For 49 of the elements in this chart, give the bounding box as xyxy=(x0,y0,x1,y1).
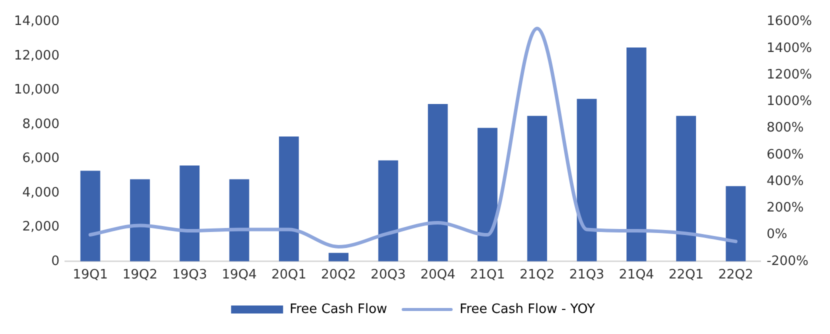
y2-tick-label: -200% xyxy=(766,254,808,269)
x-tick-label: 19Q4 xyxy=(222,268,257,283)
y2-tick-label: 1600% xyxy=(766,14,812,30)
x-tick-label: 21Q4 xyxy=(618,268,654,283)
y2-tick-label: 600% xyxy=(766,147,804,162)
y-tick-label: 2,000 xyxy=(22,220,60,235)
bar xyxy=(527,116,548,262)
x-tick-label: 19Q1 xyxy=(72,268,108,283)
x-tick-label: 20Q2 xyxy=(321,268,356,283)
x-tick-label: 21Q2 xyxy=(520,268,555,283)
bar xyxy=(726,186,746,262)
bar xyxy=(328,252,348,262)
y2-tick-label: 800% xyxy=(766,120,804,136)
bar xyxy=(428,104,448,262)
y2-tick-label: 1200% xyxy=(766,67,812,82)
x-tick-label: 19Q3 xyxy=(172,268,208,283)
legend-label: Free Cash Flow xyxy=(290,302,388,317)
x-tick-label: 19Q2 xyxy=(122,268,158,283)
y-tick-label: 10,000 xyxy=(14,82,60,98)
bar xyxy=(80,170,100,262)
y-tick-label: 0 xyxy=(51,254,60,269)
y-tick-label: 14,000 xyxy=(14,14,60,30)
bar xyxy=(676,116,696,262)
bar xyxy=(378,160,398,262)
y-tick-label: 12,000 xyxy=(14,48,60,64)
bar xyxy=(229,179,250,262)
x-tick-label: 21Q3 xyxy=(569,268,604,283)
y2-tick-label: 200% xyxy=(766,200,804,216)
y2-tick-label: 1400% xyxy=(766,40,812,56)
y-tick-label: 6,000 xyxy=(22,151,60,166)
y2-tick-label: 1000% xyxy=(766,94,812,110)
bar xyxy=(626,47,646,262)
bar xyxy=(478,128,498,262)
x-tick-label: 22Q2 xyxy=(718,268,754,283)
x-tick-label: 20Q4 xyxy=(420,268,456,283)
bar xyxy=(130,179,150,262)
bar xyxy=(576,98,597,262)
x-tick-label: 22Q1 xyxy=(668,268,704,283)
line-series xyxy=(88,26,738,249)
y2-tick-label: 400% xyxy=(766,174,804,189)
y2-tick-label: 0% xyxy=(766,227,788,242)
y-tick-label: 4,000 xyxy=(22,185,60,200)
legend-label: Free Cash Flow - YOY xyxy=(460,302,595,317)
x-tick-label: 20Q1 xyxy=(271,268,306,283)
x-tick-label: 21Q1 xyxy=(470,268,506,283)
bar xyxy=(278,136,299,262)
x-tick-label: 20Q3 xyxy=(370,268,406,283)
bar xyxy=(180,166,200,262)
y-tick-label: 8,000 xyxy=(22,116,60,132)
